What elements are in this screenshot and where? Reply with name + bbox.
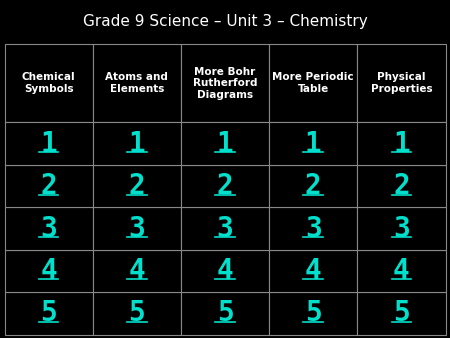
Text: 1: 1 [40, 130, 57, 158]
Text: 2: 2 [216, 172, 234, 200]
Text: 4: 4 [40, 257, 57, 285]
Text: Atoms and
Elements: Atoms and Elements [105, 72, 168, 94]
Text: 3: 3 [128, 215, 145, 243]
Text: Grade 9 Science – Unit 3 – Chemistry: Grade 9 Science – Unit 3 – Chemistry [83, 14, 367, 28]
Text: 4: 4 [305, 257, 322, 285]
Text: 3: 3 [393, 215, 410, 243]
Text: 1: 1 [216, 130, 234, 158]
Text: 5: 5 [128, 299, 145, 328]
Text: 3: 3 [305, 215, 322, 243]
Text: 2: 2 [128, 172, 145, 200]
Text: Physical
Properties: Physical Properties [371, 72, 432, 94]
Text: 4: 4 [128, 257, 145, 285]
Text: 4: 4 [393, 257, 410, 285]
Text: 5: 5 [305, 299, 322, 328]
Text: 2: 2 [305, 172, 322, 200]
Text: More Periodic
Table: More Periodic Table [272, 72, 354, 94]
Text: More Bohr
Rutherford
Diagrams: More Bohr Rutherford Diagrams [193, 67, 257, 100]
Text: 5: 5 [216, 299, 234, 328]
Text: 1: 1 [305, 130, 322, 158]
Text: 3: 3 [40, 215, 57, 243]
Text: 5: 5 [393, 299, 410, 328]
Text: 1: 1 [393, 130, 410, 158]
Text: 3: 3 [216, 215, 234, 243]
Text: 2: 2 [40, 172, 57, 200]
Text: Chemical
Symbols: Chemical Symbols [22, 72, 76, 94]
Text: 2: 2 [393, 172, 410, 200]
Text: 1: 1 [128, 130, 145, 158]
Text: 4: 4 [216, 257, 234, 285]
Text: 5: 5 [40, 299, 57, 328]
